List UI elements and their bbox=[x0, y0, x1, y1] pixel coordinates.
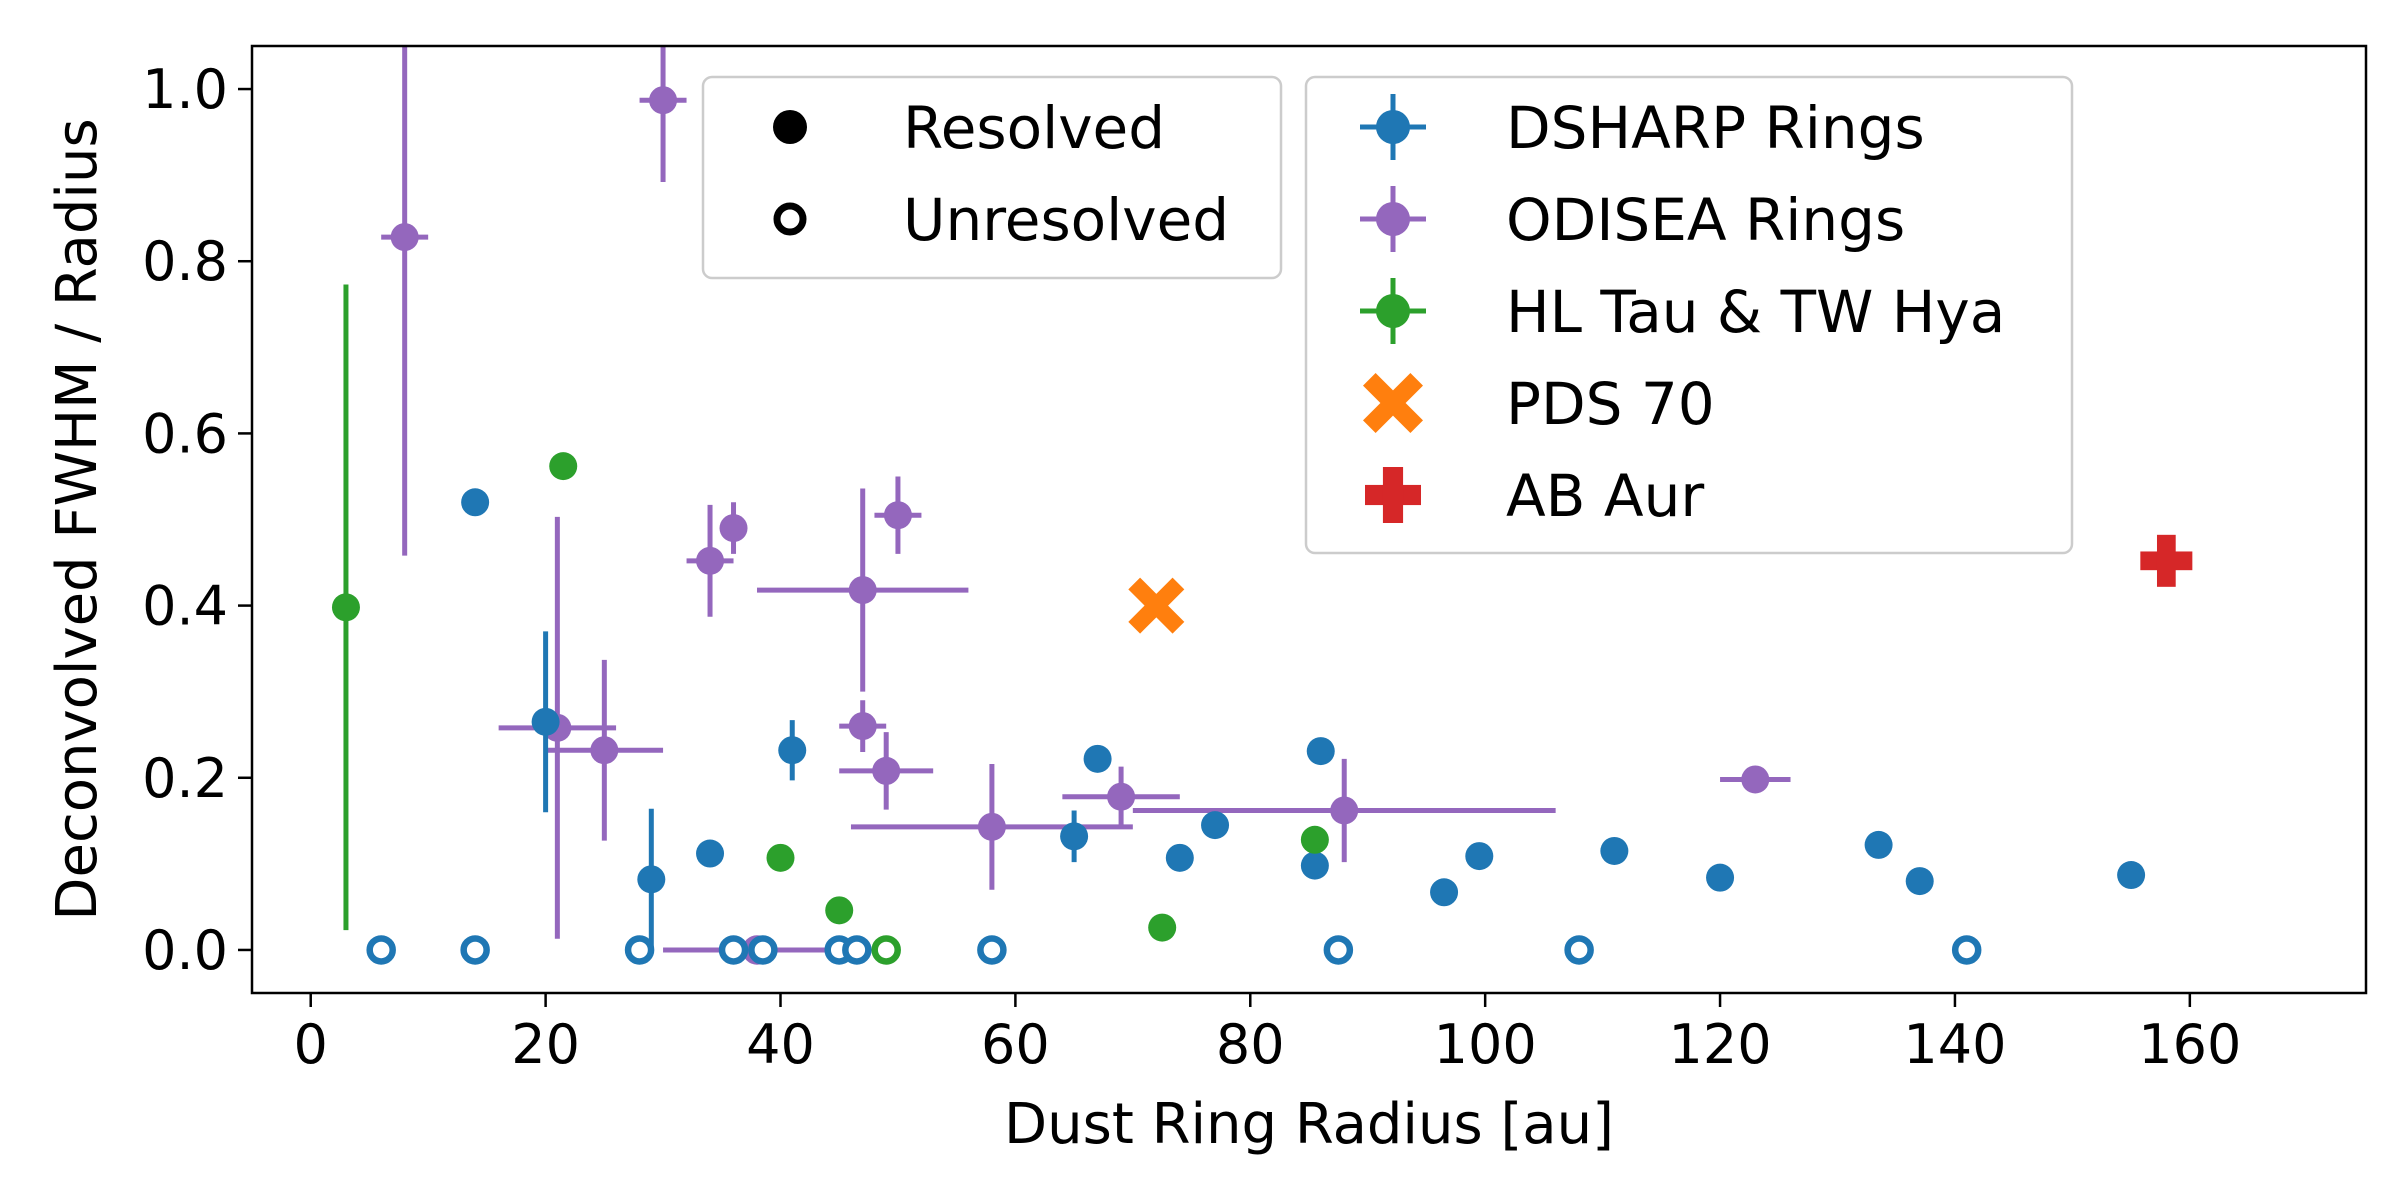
data-point bbox=[2117, 861, 2146, 890]
series-abaur bbox=[2140, 534, 2193, 587]
legend-marker bbox=[1363, 373, 1423, 433]
x-tick-label: 20 bbox=[511, 1013, 580, 1076]
data-point bbox=[883, 501, 912, 530]
unresolved-point bbox=[748, 935, 778, 965]
legend-marker bbox=[1376, 110, 1410, 144]
y-axis-title: Deconvolved FWHM / Radius bbox=[45, 118, 110, 920]
data-point bbox=[696, 546, 725, 575]
legend-label: AB Aur bbox=[1506, 462, 1704, 530]
series-legend-frame bbox=[1304, 75, 2074, 555]
y-tick-label: 0.6 bbox=[142, 402, 228, 465]
data-point bbox=[766, 843, 795, 872]
axis-ticks: 0 20 40 60 80 100 120 140 160 0.0 0.2 0.4 0.6 0.8 1.0 bbox=[142, 58, 2241, 1076]
data-point bbox=[719, 514, 748, 543]
legend-filled-marker bbox=[773, 110, 807, 144]
x-tick-label: 40 bbox=[746, 1013, 815, 1076]
legend-label: HL Tau & TW Hya bbox=[1506, 278, 2005, 346]
series-legend: DSHARP Rings ODISEA Rings HL Tau & TW Hya P… bbox=[1304, 75, 2074, 555]
legend-label: PDS 70 bbox=[1506, 370, 1715, 438]
x-tick-label: 80 bbox=[1216, 1013, 1285, 1076]
series-pds70 bbox=[1128, 577, 1185, 634]
x-tick-label: 120 bbox=[1669, 1013, 1772, 1076]
data-point bbox=[1741, 765, 1770, 794]
data-point bbox=[1128, 577, 1185, 634]
data-point bbox=[331, 593, 360, 622]
data-point bbox=[531, 707, 560, 736]
data-point bbox=[461, 488, 490, 517]
unresolved-point bbox=[977, 935, 1007, 965]
plot-marks bbox=[331, 46, 2193, 965]
data-point bbox=[825, 896, 854, 925]
legend-label: Resolved bbox=[903, 94, 1165, 162]
unresolved-point bbox=[842, 935, 872, 965]
data-point bbox=[590, 736, 619, 765]
marker-legend: Resolved Unresolved bbox=[701, 75, 1283, 280]
legend-marker bbox=[1376, 294, 1410, 328]
data-point bbox=[872, 756, 901, 785]
data-point bbox=[848, 712, 877, 741]
data-point bbox=[1706, 863, 1735, 892]
series-odisea bbox=[381, 46, 1791, 965]
data-point bbox=[2156, 534, 2176, 587]
data-point bbox=[1465, 842, 1494, 871]
data-point bbox=[1201, 811, 1230, 840]
data-point bbox=[1300, 851, 1329, 880]
data-point bbox=[1430, 878, 1459, 907]
data-point bbox=[1300, 825, 1329, 854]
data-point bbox=[1148, 913, 1177, 942]
y-tick-label: 1.0 bbox=[142, 58, 228, 121]
unresolved-point bbox=[460, 935, 490, 965]
data-point bbox=[390, 223, 419, 252]
data-point bbox=[778, 736, 807, 765]
unresolved-point bbox=[1951, 935, 1982, 965]
legend-open-marker bbox=[773, 202, 807, 236]
x-tick-label: 60 bbox=[981, 1013, 1050, 1076]
unresolved-point bbox=[718, 935, 749, 965]
data-point bbox=[1864, 830, 1893, 859]
data-point bbox=[848, 576, 877, 605]
legend-label: Unresolved bbox=[903, 186, 1229, 254]
data-point bbox=[977, 812, 1006, 841]
unresolved-point bbox=[366, 935, 396, 965]
legend-marker bbox=[1376, 202, 1410, 236]
y-tick-label: 0.0 bbox=[142, 919, 228, 982]
legend-label: DSHARP Rings bbox=[1506, 94, 1925, 162]
data-point bbox=[549, 452, 578, 481]
legend-label: ODISEA Rings bbox=[1506, 186, 1905, 254]
data-point bbox=[1083, 744, 1112, 773]
legend-marker bbox=[1382, 467, 1404, 523]
x-tick-label: 160 bbox=[2138, 1013, 2241, 1076]
marker-legend-frame bbox=[701, 75, 1283, 280]
data-point bbox=[1306, 737, 1335, 766]
data-point bbox=[1905, 867, 1934, 896]
x-axis-title: Dust Ring Radius [au] bbox=[1004, 1092, 1614, 1157]
unresolved-point bbox=[1323, 935, 1354, 965]
data-point bbox=[1060, 822, 1089, 851]
data-point bbox=[649, 86, 678, 115]
data-point bbox=[1165, 843, 1194, 872]
series-hltau_twhya bbox=[331, 284, 1329, 965]
y-tick-label: 0.4 bbox=[142, 575, 228, 638]
unresolved-point bbox=[871, 935, 901, 965]
data-point bbox=[1107, 782, 1136, 811]
series-dsharp bbox=[366, 488, 2146, 965]
unresolved-point bbox=[1564, 935, 1594, 965]
unresolved-point bbox=[624, 935, 655, 965]
axes-frame bbox=[250, 44, 2368, 995]
x-tick-label: 140 bbox=[1903, 1013, 2006, 1076]
y-tick-label: 0.2 bbox=[142, 747, 228, 810]
data-point bbox=[696, 839, 725, 868]
data-point bbox=[637, 865, 666, 894]
x-tick-label: 0 bbox=[294, 1013, 328, 1076]
x-tick-label: 100 bbox=[1434, 1013, 1537, 1076]
data-point bbox=[1330, 796, 1359, 825]
data-point bbox=[1600, 836, 1629, 865]
y-tick-label: 0.8 bbox=[142, 230, 228, 293]
